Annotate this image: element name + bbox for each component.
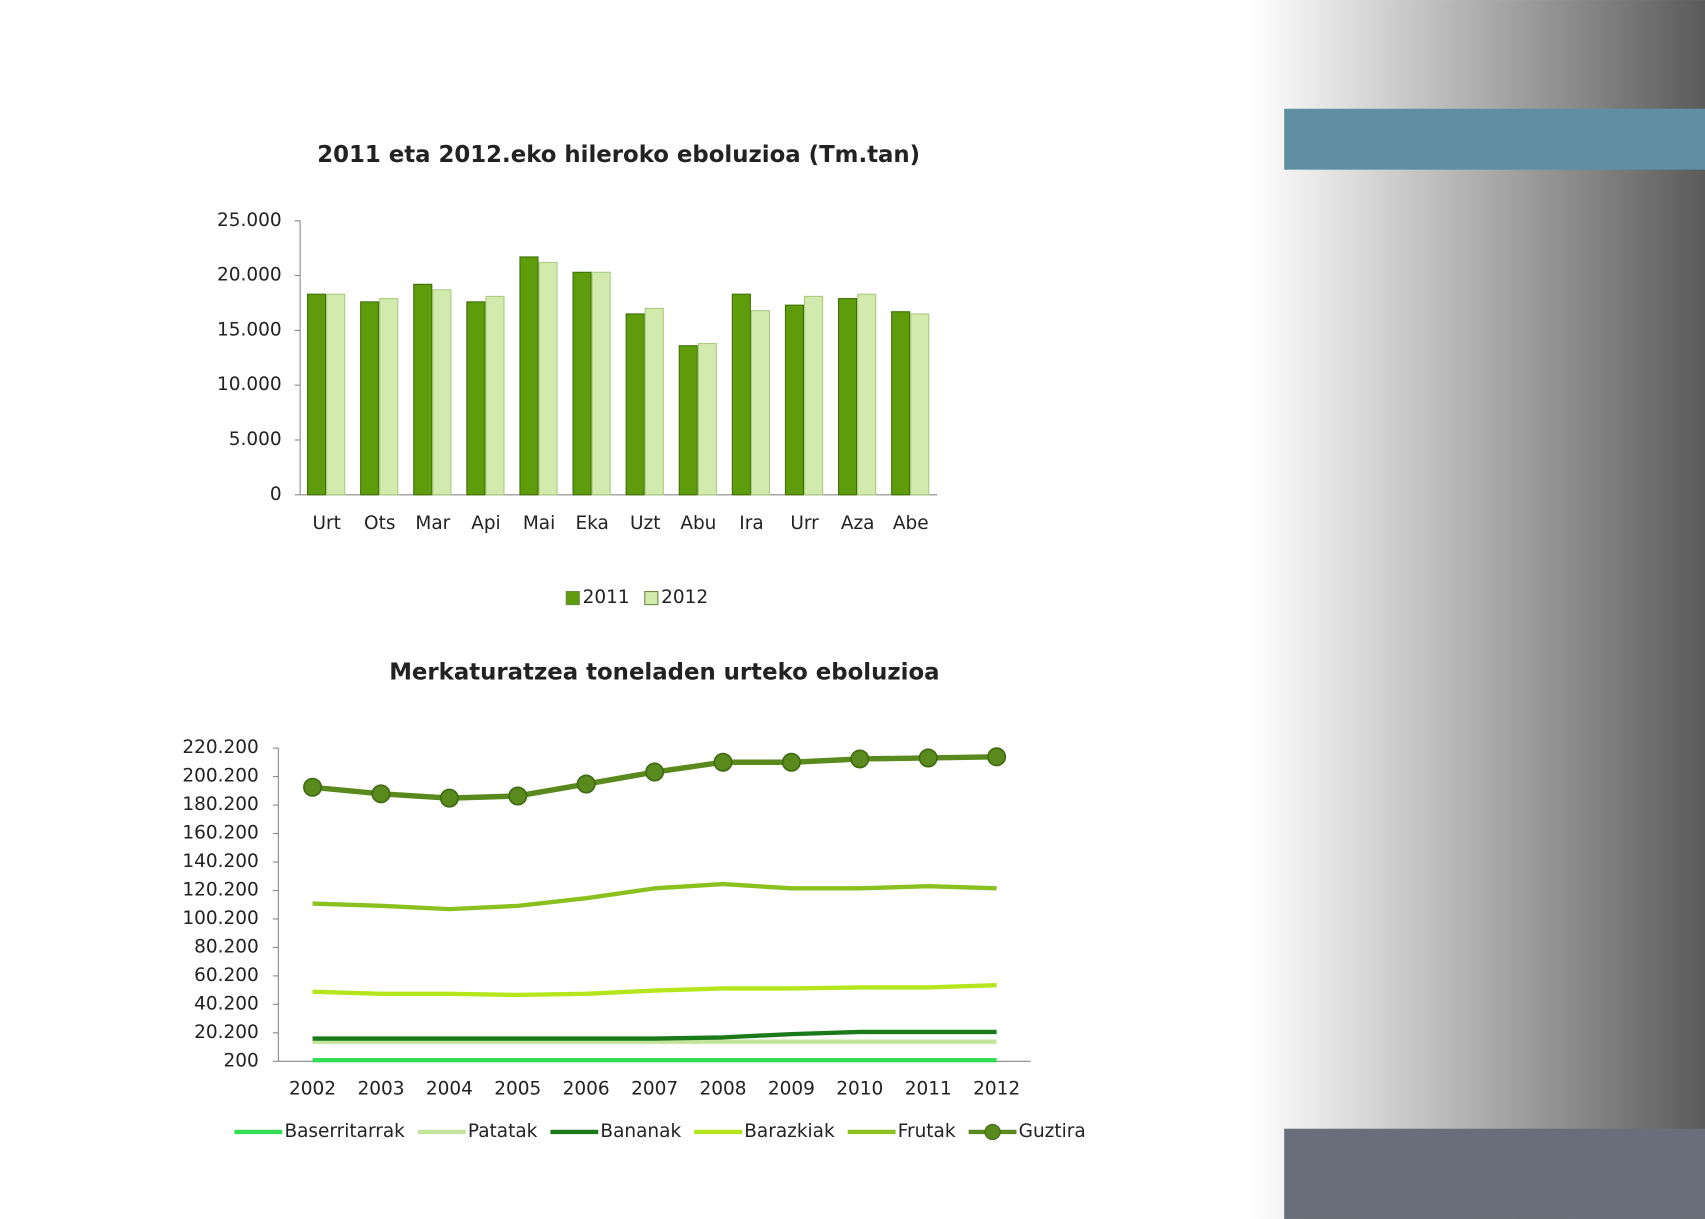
- x-tick-label: 2005: [494, 1079, 541, 1100]
- x-tick-label: Api: [471, 513, 501, 534]
- bar: [307, 293, 327, 496]
- bar: [466, 301, 486, 496]
- bar: [485, 295, 505, 496]
- series-marker: [645, 762, 665, 782]
- bar: [678, 345, 698, 496]
- bar: [784, 304, 805, 496]
- bar: [891, 311, 911, 496]
- x-tick-label: Uzt: [630, 513, 660, 534]
- bar: [731, 293, 751, 496]
- y-tick-label: 80.200: [194, 936, 259, 957]
- x-tick-label: 2002: [289, 1079, 336, 1100]
- legend-label: Guztira: [1019, 1121, 1086, 1142]
- y-tick-label: 120.200: [182, 879, 258, 900]
- x-tick-label: 2006: [563, 1079, 610, 1100]
- series-line: [312, 982, 997, 998]
- series-marker: [508, 786, 528, 806]
- x-tick-label: Mar: [415, 513, 450, 534]
- bar: [538, 261, 558, 496]
- x-tick-label: 2007: [631, 1079, 678, 1100]
- y-tick-label: 15.000: [217, 319, 282, 340]
- bar: [750, 310, 771, 496]
- x-tick-label: Mai: [523, 513, 555, 534]
- bar: [572, 271, 592, 496]
- series-marker: [781, 752, 801, 772]
- series-marker: [850, 749, 870, 769]
- series-marker: [576, 774, 596, 794]
- legend-label: Baserritarrak: [284, 1121, 405, 1142]
- x-tick-label: Ira: [739, 513, 763, 534]
- x-tick-label: 2008: [699, 1079, 746, 1100]
- x-tick-label: Aza: [841, 513, 875, 534]
- accent-bar: [1284, 108, 1705, 170]
- bar: [625, 313, 645, 496]
- legend-label: Patatak: [468, 1121, 538, 1142]
- photo-background: [1250, 0, 1705, 1219]
- bar: [857, 293, 877, 496]
- y-tick-label: 200.200: [182, 766, 258, 787]
- y-tick-label: 20.000: [217, 265, 282, 286]
- series-marker: [918, 748, 938, 768]
- bar: [379, 298, 399, 496]
- bar: [326, 293, 346, 496]
- x-tick-label: 2011: [905, 1079, 952, 1100]
- x-tick-label: Abe: [893, 513, 929, 534]
- y-tick-label: 20.200: [194, 1022, 259, 1043]
- legend-label: Frutak: [898, 1121, 956, 1142]
- y-tick-label: 220.200: [182, 737, 258, 758]
- series-marker: [987, 747, 1007, 767]
- y-tick-label: 100.200: [182, 908, 258, 929]
- bar: [838, 298, 858, 496]
- x-tick-label: 2009: [768, 1079, 815, 1100]
- series-line: [312, 881, 997, 912]
- legend-swatch: [565, 591, 580, 606]
- x-tick-label: Urt: [312, 513, 340, 534]
- chart-title: Merkaturatzea toneladen urteko eboluzioa: [389, 660, 939, 686]
- bar: [432, 289, 452, 496]
- y-tick-label: 160.200: [182, 823, 258, 844]
- y-tick-label: 200: [224, 1050, 259, 1071]
- x-tick-label: Urr: [790, 513, 819, 534]
- bar: [360, 301, 380, 496]
- series-marker: [439, 788, 459, 808]
- series-marker: [713, 752, 733, 772]
- x-tick-label: Eka: [575, 513, 608, 534]
- series-marker: [371, 784, 391, 804]
- legend-label: Barazkiak: [744, 1121, 835, 1142]
- x-tick-label: 2010: [836, 1079, 883, 1100]
- bar: [591, 271, 611, 496]
- y-tick-label: 5.000: [229, 429, 282, 450]
- legend-label: Bananak: [600, 1121, 681, 1142]
- y-tick-label: 25.000: [217, 210, 282, 231]
- y-tick-label: 60.200: [194, 965, 259, 986]
- y-tick-label: 10.000: [217, 374, 282, 395]
- x-tick-label: Ots: [364, 513, 395, 534]
- series-marker: [303, 777, 323, 797]
- bar: [910, 313, 930, 496]
- bar: [804, 295, 824, 496]
- x-tick-label: 2003: [357, 1079, 404, 1100]
- legend-swatch: [644, 591, 659, 606]
- x-tick-label: 2012: [973, 1079, 1020, 1100]
- series-line: [312, 1029, 997, 1041]
- legend-label: 2011: [583, 587, 630, 608]
- footer-bar: [1284, 1128, 1705, 1219]
- bar: [697, 342, 717, 496]
- y-tick-label: 40.200: [194, 993, 259, 1014]
- bar: [413, 283, 433, 496]
- legend-marker: [984, 1123, 1001, 1141]
- x-tick-label: Abu: [680, 513, 716, 534]
- y-tick-label: 140.200: [182, 851, 258, 872]
- y-tick-label: 180.200: [182, 794, 258, 815]
- y-tick-label: 0: [270, 484, 282, 505]
- bar: [644, 307, 664, 496]
- chart-title: 2011 eta 2012.eko hileroko eboluzioa (Tm…: [317, 142, 920, 168]
- x-tick-label: 2004: [426, 1079, 473, 1100]
- legend-label: 2012: [661, 587, 708, 608]
- bar: [519, 256, 539, 496]
